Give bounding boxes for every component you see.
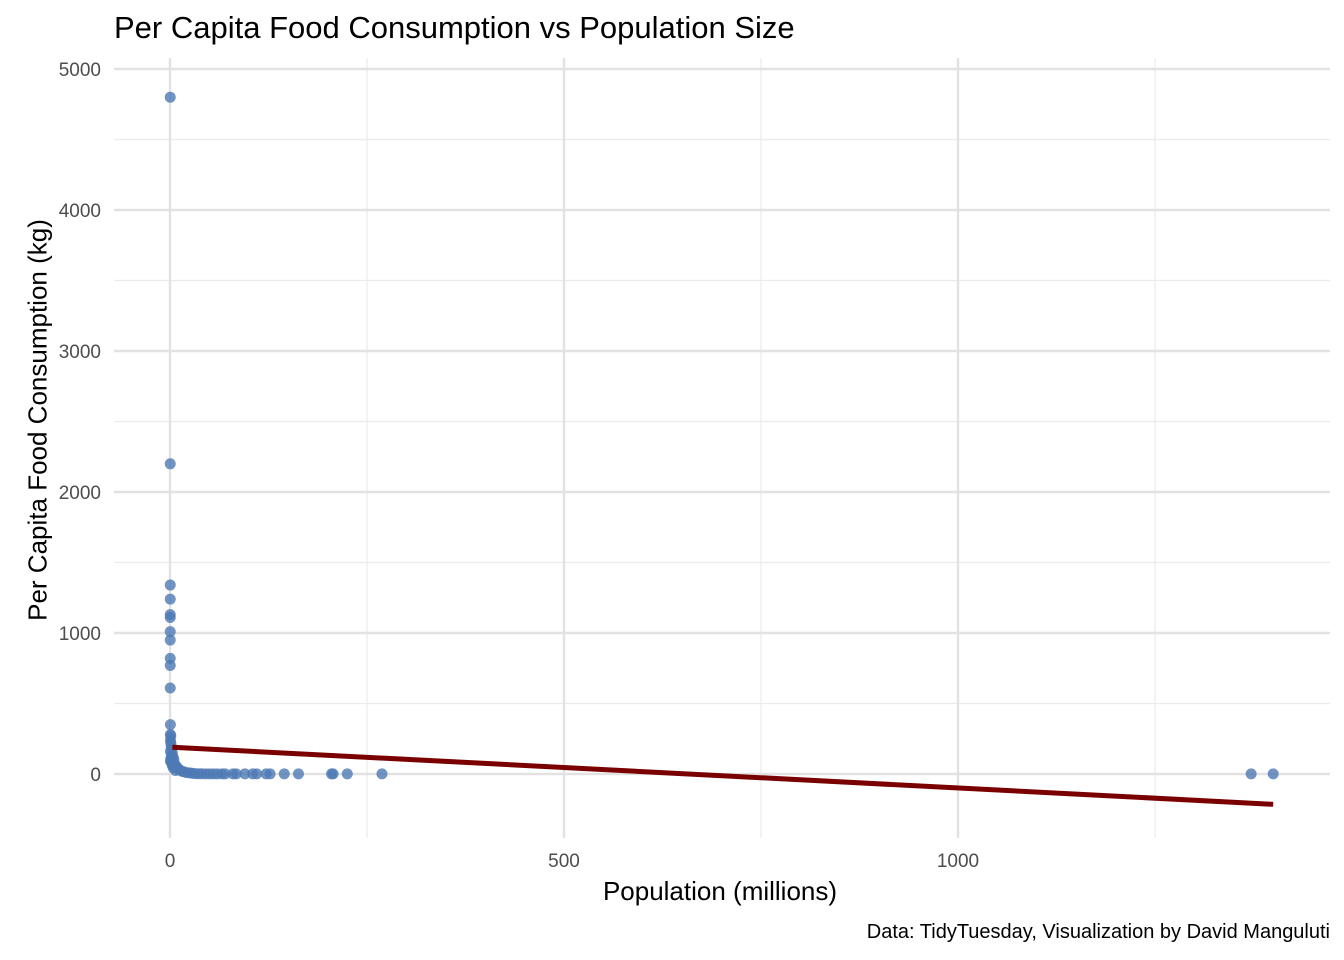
y-tick-label: 2000 [59,483,101,504]
x-tick-label: 1000 [937,851,979,872]
data-point [327,768,339,780]
y-tick-label: 3000 [59,342,101,363]
data-point [264,768,276,780]
data-point [164,719,176,731]
data-point [164,682,176,694]
data-point [292,768,304,780]
data-point [230,768,242,780]
x-tick-label: 0 [165,851,176,872]
data-point [376,768,388,780]
data-point [164,458,176,470]
data-point [164,579,176,591]
data-point [164,611,176,623]
y-tick-label: 5000 [59,60,101,81]
chart-title: Per Capita Food Consumption vs Populatio… [114,10,795,45]
data-point [341,768,353,780]
x-axis-label: Population (millions) [602,876,838,906]
data-point [164,634,176,646]
data-point [251,768,263,780]
trend-line [172,744,1274,807]
y-tick-label: 0 [90,765,101,786]
data-point [1245,768,1257,780]
data-point [164,626,176,638]
data-point [164,659,176,671]
y-tick-label: 4000 [59,201,101,222]
data-point [219,768,231,780]
data-point [164,593,176,605]
y-tick-label: 1000 [59,624,101,645]
data-point [1267,768,1279,780]
data-point [278,768,290,780]
x-tick-label: 500 [548,851,580,872]
y-axis-label: Per Capita Food Consumption (kg) [22,219,53,621]
data-point [164,91,176,103]
chart-caption: Data: TidyTuesday, Visualization by Davi… [866,921,1330,943]
data-point [239,768,251,780]
